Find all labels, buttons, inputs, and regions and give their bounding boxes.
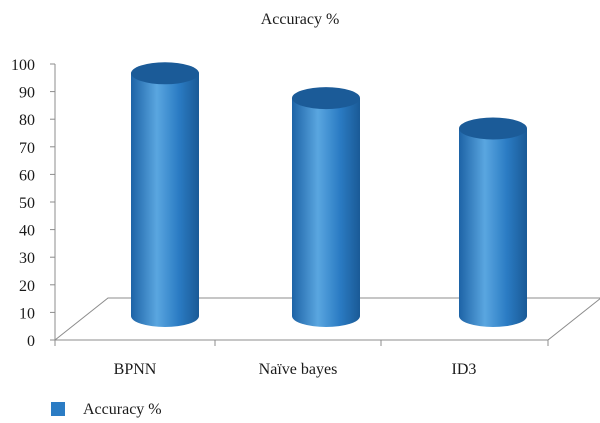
legend-label: Accuracy % (83, 401, 162, 418)
y-tick-label: 100 (11, 57, 35, 74)
y-tick-label: 80 (19, 112, 35, 129)
x-tick-label: ID3 (452, 361, 477, 378)
bar-body (131, 73, 199, 327)
bar-series (131, 62, 527, 328)
bar-body (292, 98, 360, 328)
legend: Accuracy % (51, 401, 162, 418)
y-tick-label: 30 (19, 250, 35, 267)
y-tick-label: 50 (19, 195, 35, 212)
bar (459, 117, 527, 327)
x-tick-label: BPNN (114, 361, 157, 378)
y-tick-label: 10 (19, 305, 35, 322)
y-tick-label: 20 (19, 278, 35, 295)
bar-top (131, 62, 199, 85)
x-axis: BPNN Naïve bayes ID3 (54, 339, 549, 378)
legend-swatch (51, 402, 65, 416)
y-tick-label: 40 (19, 223, 35, 240)
bar (131, 62, 199, 327)
y-tick-label: 0 (27, 333, 35, 350)
bar (292, 87, 360, 328)
y-tick-label: 70 (19, 140, 35, 157)
x-tick-label: Naïve bayes (259, 361, 338, 378)
bar-top (292, 87, 360, 110)
bar-body (459, 128, 527, 327)
y-tick-label: 60 (19, 167, 35, 184)
chart-title: Accuracy % (261, 11, 340, 28)
y-axis: 0 10 20 30 40 50 60 70 80 90 100 (11, 57, 56, 350)
bar-top (459, 117, 527, 140)
y-tick-label: 90 (19, 85, 35, 102)
